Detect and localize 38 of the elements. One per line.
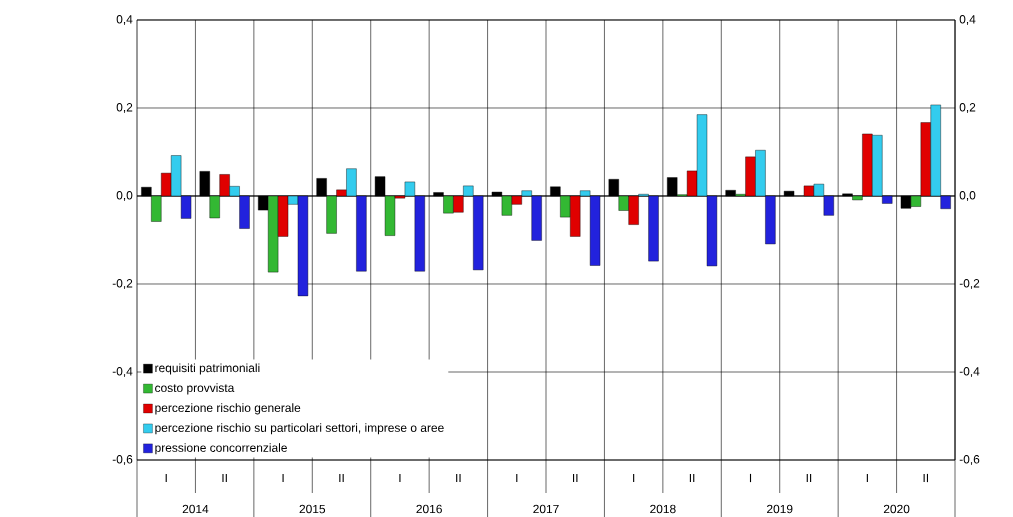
y-tick-label: -0,2	[112, 279, 133, 289]
legend-label: requisiti patrimoniali	[155, 363, 260, 375]
text: 2018	[650, 504, 676, 514]
y-tick-label: 0,4	[116, 15, 133, 25]
x-tick-label: I	[165, 473, 167, 483]
x-tick-label: II	[339, 473, 344, 483]
x-tick-label: II	[806, 473, 812, 483]
legend-label: costo provvista	[155, 383, 235, 395]
text: 2019	[767, 504, 793, 514]
y2-tick-label: -0,2	[959, 279, 980, 289]
y2-tick-label: 0,4	[959, 15, 976, 25]
x-tick-label: I	[399, 473, 401, 483]
x-tick-label: I	[516, 473, 518, 483]
text: 2017	[533, 504, 559, 514]
x-tick-label: I	[866, 473, 868, 483]
legend-label: percezione rischio su particolari settori, imprese o aree	[155, 423, 444, 435]
legend-label: percezione rischio generale	[155, 403, 301, 415]
y-tick-label: 0,0	[116, 191, 133, 201]
x-tick-label: II	[923, 473, 929, 483]
x-tick-label: I	[633, 473, 635, 483]
x-tick-label: I	[282, 473, 284, 483]
y2-tick-label: 0,0	[959, 191, 976, 201]
y2-tick-label: 0,2	[959, 103, 976, 113]
x-tick-label: II	[573, 473, 578, 483]
x-tick-label: II	[456, 473, 461, 483]
y2-tick-label: -0,6	[959, 455, 980, 465]
x-tick-label: II	[222, 473, 227, 483]
y-tick-label: -0,4	[112, 367, 133, 377]
x-tick-label: II	[689, 473, 695, 483]
y2-tick-label: -0,4	[959, 367, 980, 377]
text: 2020	[883, 504, 910, 514]
x-tick-label: I	[749, 473, 752, 483]
text: 2014	[182, 504, 209, 514]
text: 2016	[416, 504, 442, 514]
text: 2015	[299, 504, 326, 514]
y-tick-label: -0,6	[112, 455, 133, 465]
legend-label: pressione concorrenziale	[155, 443, 287, 455]
y-tick-label: 0,2	[116, 103, 133, 113]
